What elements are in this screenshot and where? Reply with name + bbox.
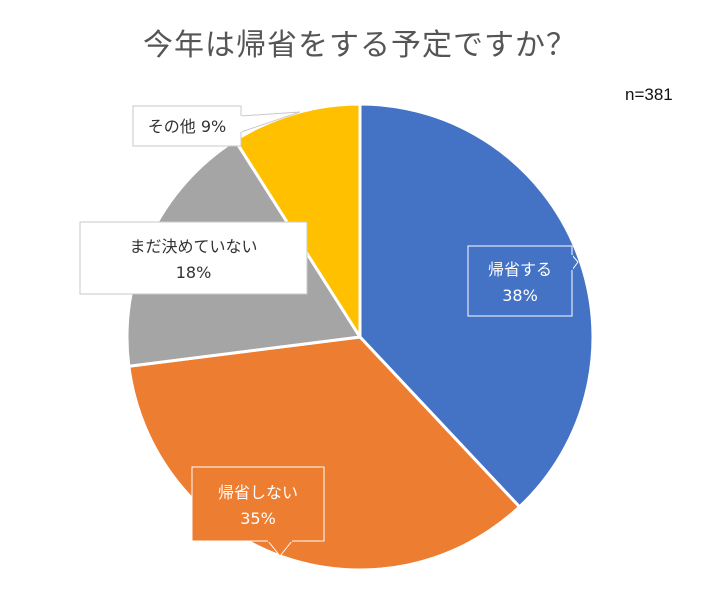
data-label-percent: 18% (176, 263, 212, 282)
data-label-category: 帰省しない (218, 483, 298, 502)
data-label-box (467, 245, 573, 317)
data-label-box (132, 105, 242, 147)
data-label-2: 帰省しない 35% (191, 466, 325, 557)
sample-size-note: n=381 (625, 85, 673, 104)
data-label-text: その他 9% (148, 117, 226, 136)
data-label-category: まだ決めていない (129, 237, 257, 256)
data-label-category: 帰省する (488, 260, 552, 279)
data-label-percent: 35% (240, 509, 276, 528)
data-label-callouts: 帰省する 38% 帰省しない 35% まだ決めていない 18% その他 9% (79, 105, 579, 557)
data-label-4: その他 9% (132, 105, 301, 147)
data-label-1: 帰省する 38% (467, 245, 579, 317)
data-label-3: まだ決めていない 18% (79, 221, 308, 295)
chart-title: 今年は帰省をする予定ですか？ (143, 28, 577, 63)
data-label-box (191, 466, 325, 542)
data-label-box (79, 221, 308, 295)
data-label-percent: 38% (502, 286, 538, 305)
